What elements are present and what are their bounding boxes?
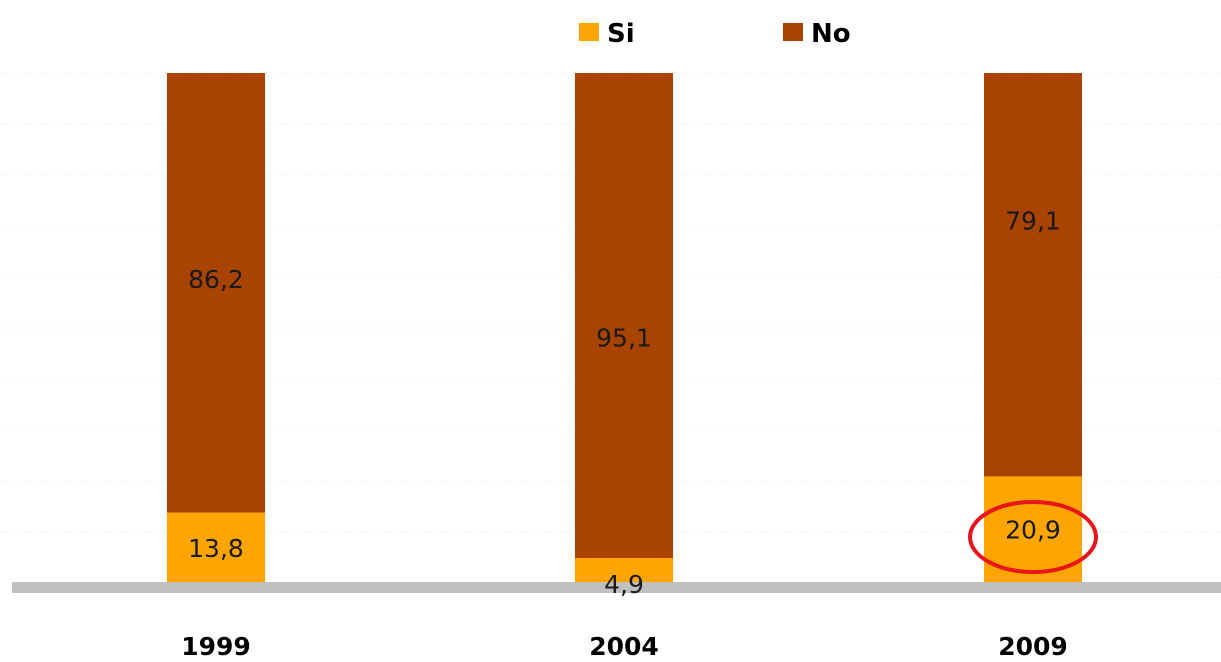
- legend: Si No: [579, 19, 851, 49]
- x-tick-label-2009: 2009: [998, 632, 1068, 661]
- data-labels: 13,8 86,2 4,9 95,1 20,9 79,1: [188, 207, 1061, 599]
- legend-swatch-si: [579, 23, 599, 41]
- x-axis-baseline: [12, 582, 1221, 593]
- x-tick-label-2004: 2004: [589, 632, 659, 661]
- data-label-no-2004: 95,1: [596, 324, 652, 353]
- data-label-si-2004: 4,9: [604, 570, 644, 599]
- legend-label-no: No: [811, 19, 851, 49]
- x-tick-label-1999: 1999: [181, 632, 251, 661]
- data-label-si-1999: 13,8: [188, 534, 244, 563]
- legend-label-si: Si: [607, 19, 635, 49]
- bar-no-1999: [167, 73, 265, 513]
- bar-no-2009: [984, 73, 1082, 477]
- data-label-no-2009: 79,1: [1005, 207, 1061, 236]
- bar-si-1999: [167, 512, 265, 583]
- legend-swatch-no: [783, 23, 803, 41]
- data-label-si-2009: 20,9: [1005, 516, 1061, 545]
- data-label-no-1999: 86,2: [188, 265, 244, 294]
- highlight-circle: [968, 500, 1098, 574]
- x-axis-ticks: 1999 2004 2009: [181, 632, 1068, 661]
- bars: [167, 73, 1082, 583]
- bar-no-2004: [575, 73, 673, 559]
- bar-si-2004: [575, 558, 673, 583]
